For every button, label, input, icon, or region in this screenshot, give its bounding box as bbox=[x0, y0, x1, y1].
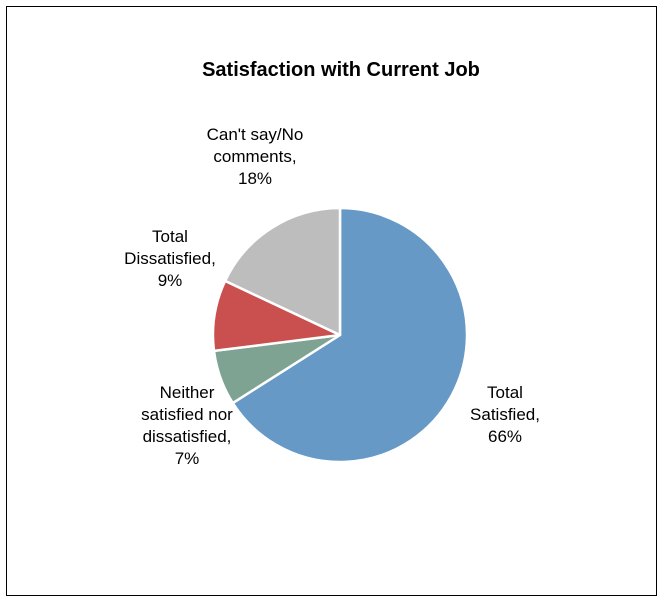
slice-label-3: Can't say/No comments, 18% bbox=[207, 125, 304, 188]
slice-label-line: Total bbox=[487, 383, 523, 402]
slice-label-line: comments, bbox=[213, 147, 296, 166]
slice-labels: Total Satisfied, 66% Neither satisfied nor di… bbox=[124, 125, 540, 468]
slice-label-line: Can't say/No bbox=[207, 125, 304, 144]
pie-slice-3 bbox=[223, 206, 342, 337]
slice-label-line: Satisfied, bbox=[470, 405, 540, 424]
slice-label-0: Total Satisfied, 66% bbox=[470, 383, 540, 446]
pie-slice-0 bbox=[231, 206, 469, 464]
slice-label-line: 18% bbox=[238, 169, 272, 188]
slice-label-line: 9% bbox=[158, 271, 183, 290]
slice-label-line: Neither bbox=[160, 383, 215, 402]
chart-title: Satisfaction with Current Job bbox=[202, 59, 480, 81]
slice-label-line: dissatisfied, bbox=[143, 427, 232, 446]
slice-label-line: 7% bbox=[175, 449, 200, 468]
slice-label-1: Neither satisfied nor dissatisfied, 7% bbox=[141, 383, 233, 468]
pie-slices bbox=[211, 206, 469, 464]
slice-label-line: Dissatisfied, bbox=[124, 249, 216, 268]
slice-label-line: satisfied nor bbox=[141, 405, 233, 424]
slice-label-line: Total bbox=[152, 227, 188, 246]
slice-label-line: 66% bbox=[488, 427, 522, 446]
slice-label-2: Total Dissatisfied, 9% bbox=[124, 227, 216, 290]
